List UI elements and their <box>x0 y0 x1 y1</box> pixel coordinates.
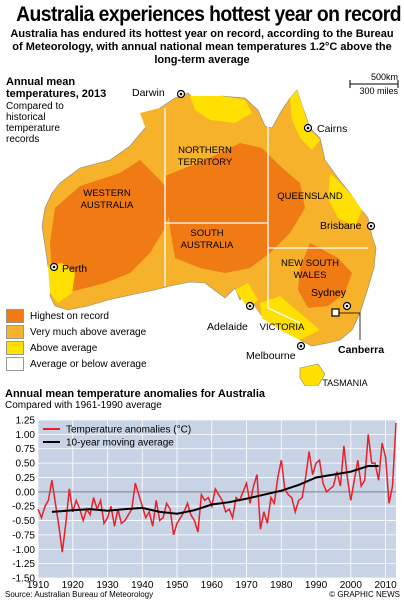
region-label-sa-1: SOUTH <box>190 228 223 239</box>
copyright-note: © GRAPHIC NEWS <box>329 590 400 599</box>
scale-km: 500km <box>370 72 398 82</box>
city-label-canberra: Canberra <box>338 344 384 356</box>
x-tick-label: 1990 <box>305 580 328 590</box>
city-label-melbourne: Melbourne <box>246 350 296 362</box>
city-label-adelaide: Adelaide <box>207 321 248 333</box>
x-tick-label: 2000 <box>340 580 363 590</box>
page-subtitle: Australia has endured its hottest year o… <box>10 28 394 66</box>
y-tick-label: 0.75 <box>16 444 36 455</box>
map-sub-line1: Compared to <box>6 101 64 112</box>
highest-patch-east <box>298 243 352 308</box>
map-subtitle: Compared to historical temperature recor… <box>6 101 64 145</box>
region-label-nt-1: NORTHERN <box>178 145 232 156</box>
y-tick-label: 0.50 <box>16 459 36 470</box>
legend-label: Highest on record <box>30 310 109 322</box>
scale-bar <box>349 80 399 88</box>
city-label-sydney: Sydney <box>311 287 347 299</box>
city-label-cairns: Cairns <box>317 123 347 135</box>
city-markers <box>49 89 376 351</box>
y-tick-label: 0.25 <box>16 473 36 484</box>
anomaly-chart-panel: Annual mean temperature anomalies for Au… <box>0 386 404 602</box>
legend-label: Very much above average <box>30 326 147 338</box>
region-label-tas: TASMANIA <box>322 378 367 386</box>
x-tick-label: 1950 <box>166 580 189 590</box>
chart-subtitle: Compared with 1961-1990 average <box>5 400 162 411</box>
city-label-darwin: Darwin <box>132 87 165 99</box>
header: Australia experiences hottest year on re… <box>0 0 404 67</box>
map-sub-line3: temperature <box>6 123 60 134</box>
chart-legend-label: 10-year moving average <box>66 438 174 449</box>
city-label-perth: Perth <box>62 263 87 275</box>
legend-swatch <box>6 341 24 355</box>
chart-legend-label: Temperature anomalies (°C) <box>66 425 191 436</box>
legend-item: Very much above average <box>6 324 147 340</box>
map-title: Annual mean temperatures, 2013 <box>6 76 106 100</box>
region-label-nt-2: TERRITORY <box>178 157 233 168</box>
legend-item: Highest on record <box>6 308 147 324</box>
map-sub-line2: historical <box>6 112 46 123</box>
state-borders <box>164 108 368 324</box>
above-avg-southwest <box>48 263 75 303</box>
region-label-nsw-1: NEW SOUTH <box>281 258 339 269</box>
scale-miles: 300 miles <box>359 86 398 96</box>
very-much-patch <box>140 108 175 140</box>
map-scale: 500km 300 miles <box>359 72 398 96</box>
region-label-wa-1: WESTERN <box>83 188 131 199</box>
legend-label: Above average <box>30 342 98 354</box>
y-tick-label: 0.00 <box>16 487 36 498</box>
canberra-leader-line <box>339 312 361 340</box>
legend-swatch <box>6 357 24 371</box>
x-tick-label: 1960 <box>201 580 224 590</box>
y-tick-label: -0.25 <box>12 502 35 513</box>
x-tick-label: 1920 <box>62 580 85 590</box>
y-tick-label: -1.00 <box>12 545 35 556</box>
above-avg-qld <box>328 173 362 226</box>
region-label-wa-2: AUSTRALIA <box>81 200 134 211</box>
map-title-line2: temperatures, 2013 <box>6 88 107 100</box>
canberra-marker <box>331 308 340 317</box>
anomaly-chart: -1.50 -1.25 -1.00 -0.75 -0.50 -0.25 0.00 0.25 0.… <box>12 416 397 591</box>
tasmania <box>299 363 326 386</box>
x-tick-label: 2010 <box>374 580 397 590</box>
map-title-line1: Annual mean <box>6 76 76 88</box>
y-tick-label: -0.50 <box>12 516 35 527</box>
legend-item: Above average <box>6 340 147 356</box>
y-tick-label: 1.25 <box>16 416 36 427</box>
above-avg-north <box>190 96 252 123</box>
plot-background <box>38 420 396 578</box>
above-avg-gulf <box>235 283 258 308</box>
australia-map: WESTERN AUSTRALIA NORTHERN TERRITORY QUE… <box>41 80 399 386</box>
legend-swatch <box>6 309 24 323</box>
above-avg-cape <box>290 90 320 150</box>
legend-label: Average or below average <box>30 358 147 370</box>
highest-patch-west <box>50 160 175 293</box>
legend-item: Average or below average <box>6 356 147 372</box>
highest-patch-centre <box>165 143 305 273</box>
city-marker-centres <box>52 92 373 348</box>
city-label-brisbane: Brisbane <box>320 220 362 232</box>
region-label-qld: QUEENSLAND <box>277 191 343 202</box>
y-tick-label: -0.75 <box>12 530 35 541</box>
map-legend: Highest on record Very much above average… <box>6 308 147 372</box>
chart-title: Annual mean temperature anomalies for Au… <box>5 388 265 400</box>
y-tick-label: 1.00 <box>16 430 36 441</box>
series-line-moving-average <box>51 465 379 515</box>
page-title: Australia experiences hottest year on re… <box>16 3 401 26</box>
x-tick-label: 1930 <box>96 580 119 590</box>
region-label-vic: VICTORIA <box>260 322 305 333</box>
legend-swatch <box>6 325 24 339</box>
x-tick-label: 1970 <box>235 580 258 590</box>
x-tick-label: 1940 <box>131 580 154 590</box>
region-label-sa-2: AUSTRALIA <box>181 240 234 251</box>
map-panel: WESTERN AUSTRALIA NORTHERN TERRITORY QUE… <box>0 68 404 386</box>
map-sub-line4: records <box>6 134 40 145</box>
source-note: Source: Australian Bureau of Meteorology <box>5 590 154 599</box>
x-tick-label: 1980 <box>270 580 293 590</box>
y-tick-label: -1.50 <box>12 574 35 585</box>
y-tick-label: -1.25 <box>12 559 35 570</box>
x-tick-label: 1910 <box>27 580 50 590</box>
region-label-nsw-2: WALES <box>294 270 327 281</box>
